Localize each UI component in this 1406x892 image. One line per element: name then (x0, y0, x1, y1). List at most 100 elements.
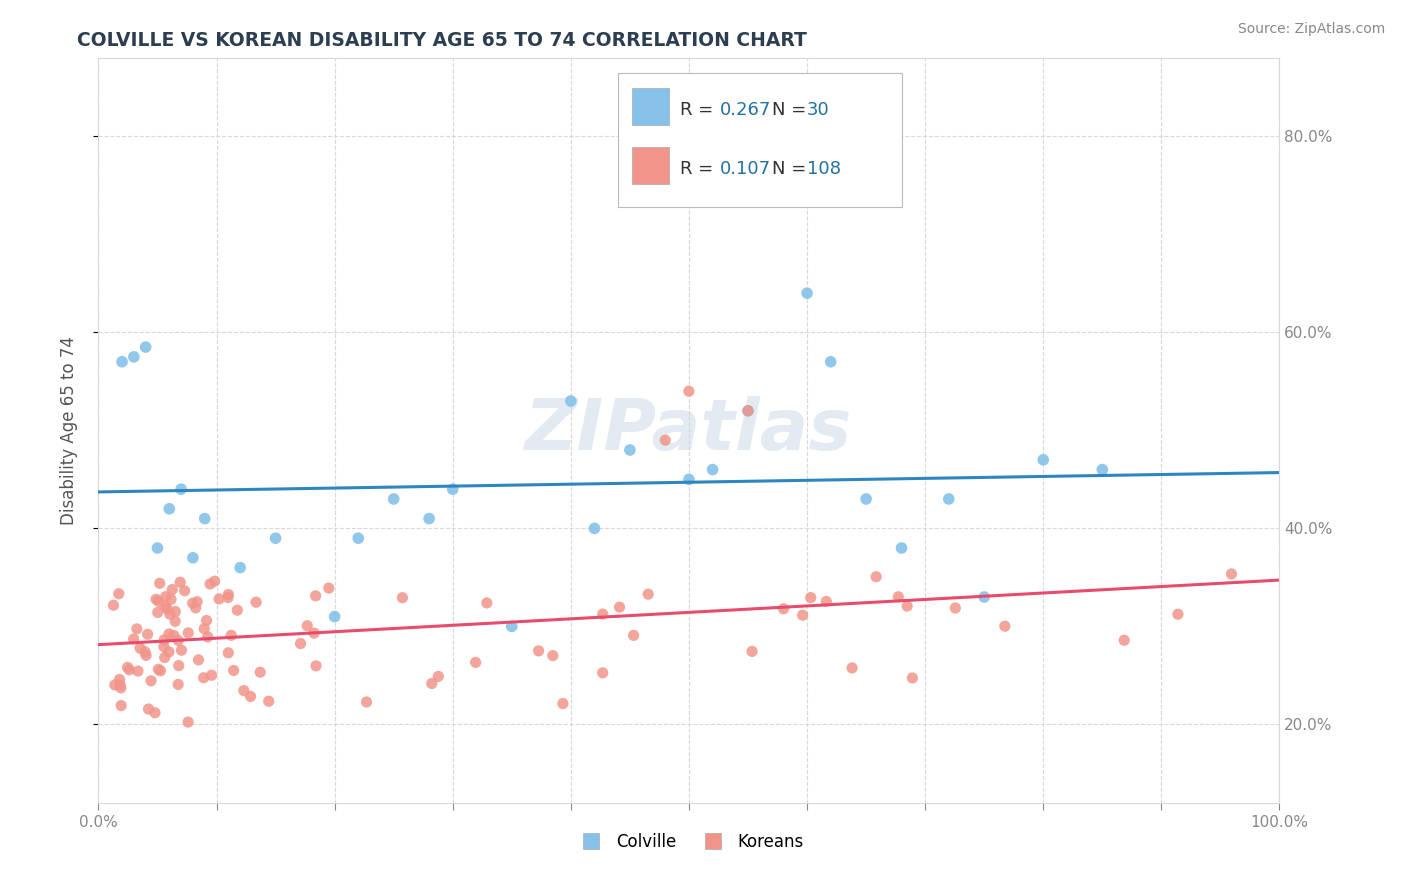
Point (245, 595, 267, 609)
Text: R =: R = (681, 161, 720, 178)
Point (165, 605, 187, 619)
Point (145, 592, 167, 607)
Point (741, 644, 763, 658)
Point (1114, 633, 1136, 648)
Point (204, 574, 226, 589)
Point (592, 665, 614, 680)
Point (994, 619, 1017, 633)
Y-axis label: Disability Age 65 to 74: Disability Age 65 to 74 (59, 336, 77, 524)
Point (551, 697, 574, 711)
Point (865, 570, 887, 584)
Point (143, 706, 166, 720)
Point (122, 632, 145, 646)
Point (855, 491, 877, 506)
Point (136, 627, 159, 641)
Point (841, 661, 863, 675)
Point (896, 599, 918, 614)
Point (134, 645, 156, 659)
Point (187, 653, 209, 667)
Point (815, 594, 838, 608)
Text: COLVILLE VS KOREAN DISABILITY AGE 65 TO 74 CORRELATION CHART: COLVILLE VS KOREAN DISABILITY AGE 65 TO … (77, 31, 807, 50)
Point (1032, 452, 1054, 467)
Point (323, 609, 346, 624)
Point (217, 646, 239, 660)
Point (139, 673, 162, 688)
Text: 30: 30 (807, 102, 830, 120)
Point (418, 511, 440, 525)
Point (792, 608, 814, 623)
Point (560, 394, 582, 409)
Point (149, 664, 172, 678)
Point (623, 628, 645, 642)
Point (356, 695, 378, 709)
Point (222, 664, 245, 678)
Point (800, 591, 823, 605)
Point (169, 575, 191, 590)
Text: 0.267: 0.267 (720, 102, 770, 120)
Point (177, 715, 200, 730)
Point (249, 665, 271, 680)
Point (135, 340, 157, 354)
Point (135, 648, 157, 663)
Point (122, 350, 145, 364)
Point (887, 590, 910, 604)
Point (157, 645, 180, 659)
Point (541, 648, 564, 663)
Point (127, 664, 149, 678)
Point (197, 630, 219, 644)
Point (177, 625, 200, 640)
Point (153, 632, 176, 647)
Point (973, 590, 995, 604)
Point (193, 622, 215, 636)
Point (103, 599, 125, 613)
Point (129, 641, 152, 656)
Point (107, 587, 129, 601)
Point (153, 640, 176, 654)
Point (184, 600, 207, 615)
Point (226, 603, 249, 617)
Point (111, 355, 134, 369)
Point (239, 690, 262, 704)
Point (167, 658, 190, 673)
Point (108, 673, 131, 687)
Point (193, 671, 215, 685)
Point (464, 656, 486, 670)
Point (796, 286, 818, 301)
Point (619, 442, 641, 457)
Point (163, 628, 186, 642)
Point (146, 541, 169, 555)
Point (737, 404, 759, 418)
Point (678, 384, 700, 399)
Point (527, 644, 550, 658)
Point (104, 678, 127, 692)
Point (160, 592, 183, 607)
Point (157, 627, 180, 641)
Point (772, 601, 794, 615)
Point (737, 404, 759, 418)
Point (290, 636, 312, 650)
Point (943, 601, 966, 615)
Text: 108: 108 (807, 161, 841, 178)
Point (162, 582, 184, 597)
Text: ZIPatlas: ZIPatlas (526, 396, 852, 465)
Point (420, 676, 443, 690)
Point (305, 658, 328, 673)
Point (264, 531, 287, 545)
Text: N =: N = (772, 161, 811, 178)
Point (194, 511, 217, 525)
Point (257, 694, 280, 708)
Point (890, 541, 912, 555)
Point (427, 669, 450, 683)
Point (637, 587, 659, 601)
Point (159, 607, 181, 622)
Point (382, 491, 405, 506)
Point (153, 650, 176, 665)
Point (938, 491, 960, 506)
Point (157, 501, 180, 516)
Text: 0.107: 0.107 (720, 161, 770, 178)
Point (148, 662, 170, 676)
Point (217, 591, 239, 605)
Point (156, 601, 179, 615)
Point (195, 614, 218, 628)
Point (125, 622, 148, 636)
